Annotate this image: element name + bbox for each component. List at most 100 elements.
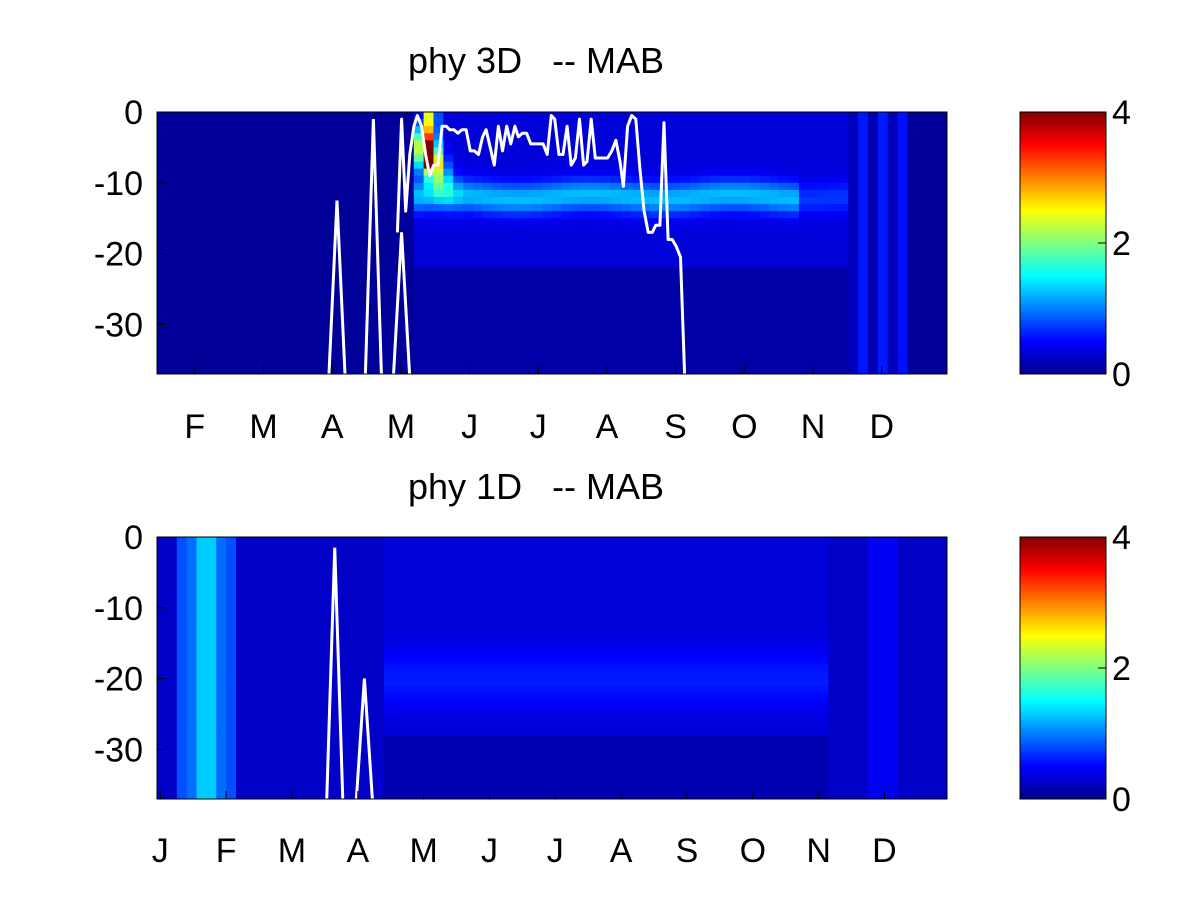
- heatmap-cell: [838, 161, 849, 170]
- heatmap-cell: [877, 211, 889, 219]
- heatmap-cell: [206, 565, 217, 573]
- heatmap-cell: [640, 196, 652, 205]
- heatmap-cell: [670, 629, 681, 637]
- heatmap-cell: [433, 267, 444, 276]
- heatmap-cell: [384, 579, 395, 588]
- heatmap-cell: [789, 204, 800, 212]
- heatmap-cell: [591, 175, 602, 184]
- heatmap-cell: [561, 593, 573, 602]
- heatmap-cell: [789, 175, 800, 184]
- heatmap-cell: [808, 175, 820, 184]
- heatmap-cell: [433, 572, 444, 581]
- heatmap-cell: [344, 777, 356, 786]
- heatmap-cell: [305, 112, 316, 120]
- heatmap-cell: [640, 692, 652, 701]
- heatmap-cell: [413, 551, 425, 559]
- heatmap-cell: [897, 366, 909, 374]
- heatmap-cell: [433, 579, 444, 588]
- heatmap-cell: [897, 246, 909, 255]
- heatmap-cell: [413, 310, 425, 318]
- heatmap-cell: [423, 133, 435, 141]
- heatmap-cell: [552, 296, 563, 304]
- heatmap-cell: [670, 246, 681, 255]
- heatmap-cell: [838, 189, 849, 198]
- heatmap-cell: [650, 175, 662, 184]
- heatmap-cell: [423, 664, 435, 673]
- heatmap-cell: [295, 728, 306, 736]
- heatmap-cell: [324, 607, 336, 616]
- heatmap-cell: [334, 112, 346, 120]
- heatmap-cell: [275, 303, 286, 311]
- heatmap-cell: [729, 161, 741, 170]
- heatmap-cell: [265, 154, 277, 163]
- heatmap-cell: [631, 331, 642, 340]
- heatmap-cell: [403, 112, 415, 120]
- heatmap-cell: [729, 189, 741, 198]
- heatmap-cell: [236, 359, 247, 368]
- heatmap-cell: [374, 260, 385, 269]
- heatmap-cell: [779, 274, 790, 283]
- heatmap-cell: [295, 544, 306, 552]
- heatmap-cell: [186, 643, 198, 651]
- heatmap-cell: [364, 721, 375, 729]
- heatmap-cell: [591, 211, 602, 219]
- heatmap-cell: [640, 593, 652, 602]
- heatmap-cell: [532, 593, 543, 602]
- heatmap-cell: [502, 692, 514, 701]
- heatmap-cell: [482, 756, 494, 765]
- heatmap-cell: [512, 791, 523, 799]
- heatmap-cell: [216, 345, 227, 354]
- heatmap-cell: [502, 225, 514, 233]
- heatmap-cell: [660, 225, 672, 233]
- heatmap-cell: [384, 359, 395, 368]
- heatmap-cell: [226, 112, 237, 120]
- heatmap-cell: [492, 699, 504, 708]
- heatmap-cell: [571, 742, 583, 751]
- heatmap-cell: [315, 636, 326, 644]
- heatmap-cell: [670, 544, 681, 552]
- heatmap-cell: [828, 239, 839, 248]
- heatmap-cell: [463, 246, 474, 255]
- heatmap-cell: [591, 784, 602, 793]
- heatmap-cell: [552, 671, 563, 680]
- heatmap-cell: [482, 253, 494, 262]
- heatmap-cell: [631, 168, 642, 177]
- heatmap-cell: [305, 777, 316, 786]
- heatmap-cell: [423, 331, 435, 340]
- heatmap-cell: [324, 551, 336, 559]
- heatmap-cell: [522, 607, 533, 616]
- heatmap-cell: [937, 126, 947, 134]
- heatmap-cell: [176, 126, 188, 134]
- heatmap-cell: [265, 175, 277, 184]
- heatmap-cell: [502, 296, 514, 304]
- heatmap-cell: [848, 196, 859, 205]
- heatmap-cell: [186, 579, 198, 588]
- heatmap-cell: [324, 232, 336, 241]
- heatmap-cell: [621, 352, 632, 361]
- heatmap-cell: [719, 232, 731, 241]
- heatmap-cell: [552, 650, 563, 658]
- x-tick-label: N: [801, 408, 826, 446]
- heatmap-cell: [532, 621, 543, 630]
- heatmap-cell: [492, 685, 504, 694]
- heatmap-cell: [492, 784, 504, 793]
- heatmap-cell: [186, 196, 198, 205]
- heatmap-cell: [384, 777, 395, 786]
- heatmap-cell: [532, 211, 543, 219]
- heatmap-cell: [413, 621, 425, 630]
- heatmap-cell: [670, 211, 681, 219]
- heatmap-cell: [374, 544, 385, 552]
- heatmap-cell: [423, 324, 435, 333]
- heatmap-cell: [394, 239, 405, 248]
- heatmap-cell: [305, 211, 316, 219]
- heatmap-cell: [907, 211, 918, 219]
- heatmap-cell: [453, 544, 464, 552]
- heatmap-cell: [858, 133, 869, 141]
- heatmap-cell: [275, 579, 286, 588]
- heatmap-cell: [522, 692, 533, 701]
- heatmap-cell: [650, 728, 662, 736]
- heatmap-cell: [305, 756, 316, 765]
- heatmap-cell: [315, 706, 326, 715]
- heatmap-cell: [700, 352, 711, 361]
- heatmap-cell: [166, 253, 178, 262]
